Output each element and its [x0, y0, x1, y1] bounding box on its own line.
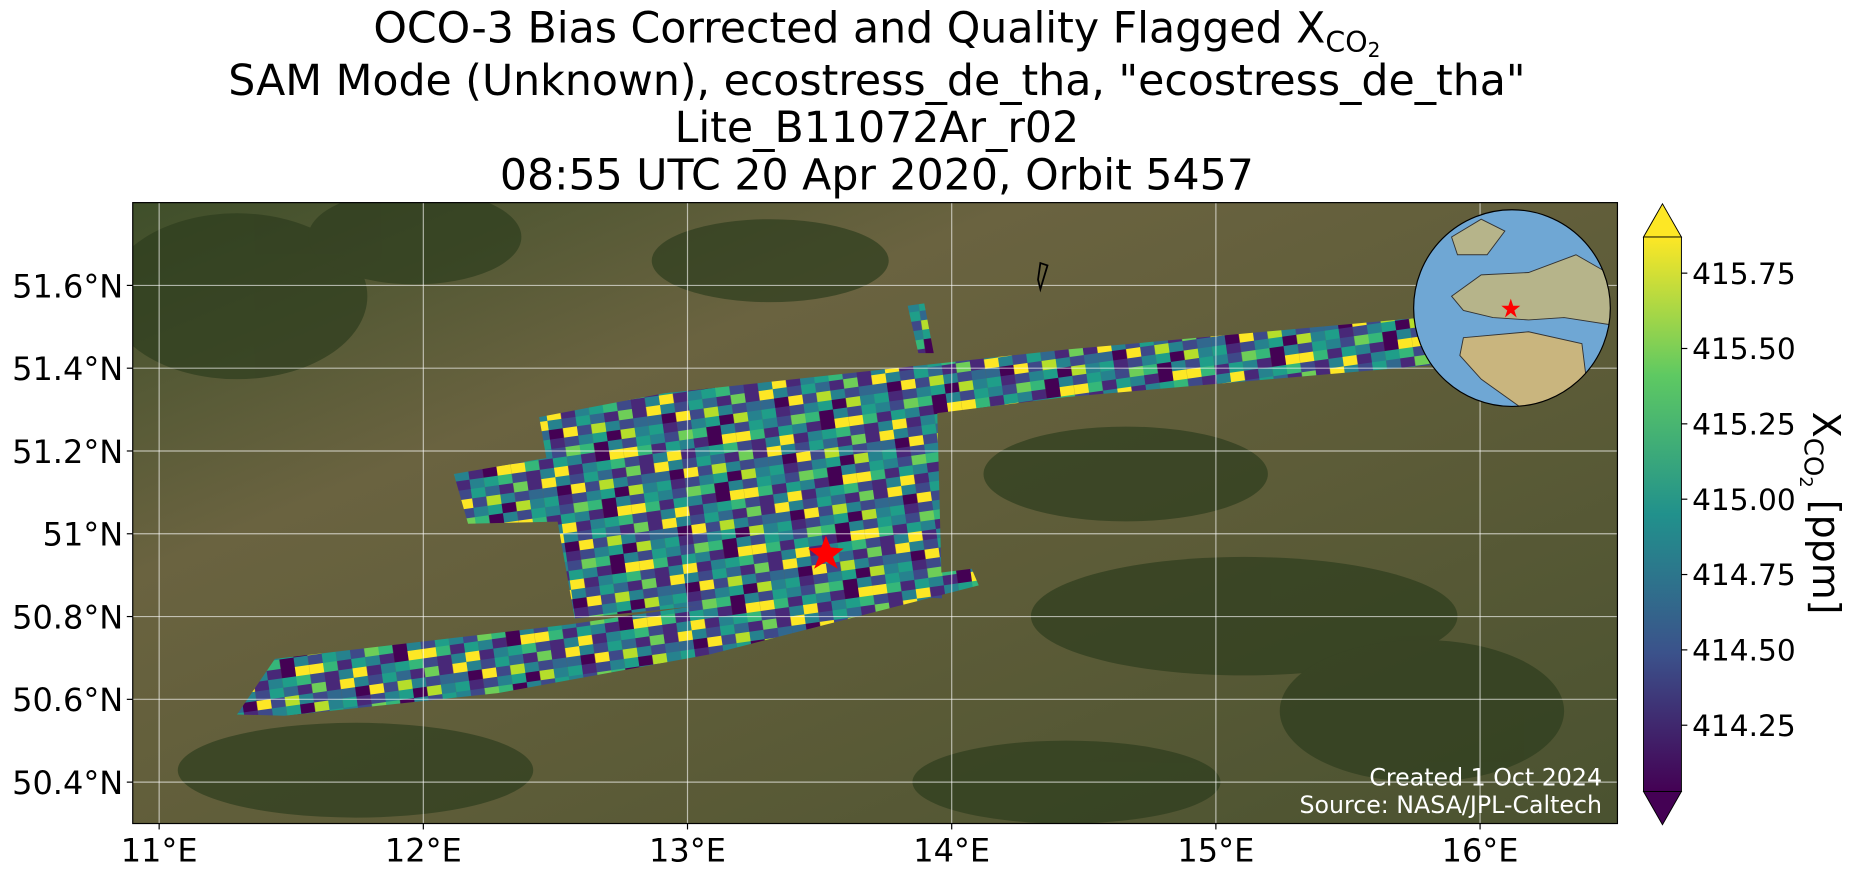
title-line: OCO-3 Bias Corrected and Quality Flagged…: [373, 4, 1380, 62]
colorbar-extend-bottom: [1642, 791, 1683, 826]
map-area: Created 1 Oct 2024 Source: NASA/JPL-Calt…: [132, 202, 1618, 824]
credit: Source: NASA/JPL-Caltech: [1299, 791, 1602, 819]
x-tick-label: 16°E: [1442, 831, 1519, 869]
colorbar-tick-label: 415.00: [1692, 483, 1796, 517]
colorbar-tick-label: 414.25: [1692, 709, 1796, 743]
x-tick-label: 11°E: [121, 831, 198, 869]
title-line: 08:55 UTC 20 Apr 2020, Orbit 5457: [500, 151, 1254, 201]
title: OCO-3 Bias Corrected and Quality Flagged…: [228, 4, 1525, 201]
colorbar-tick-label: 415.25: [1692, 408, 1796, 442]
grid: [132, 202, 1618, 824]
map-frame: [132, 202, 1619, 825]
forest-patches: [132, 202, 1565, 824]
y-tick-label: 51.4°N: [12, 350, 123, 388]
title-line: Lite_B11072Ar_r02: [675, 103, 1080, 153]
border: [1037, 261, 1049, 293]
colorbar-tick-label: 415.75: [1692, 257, 1796, 291]
x-tick-label: 14°E: [913, 831, 990, 869]
colorbar-tick-label: 414.50: [1692, 634, 1796, 668]
y-tick-label: 51.2°N: [12, 433, 123, 471]
y-tick-label: 50.8°N: [12, 598, 123, 636]
y-tick-label: 51.6°N: [12, 267, 123, 305]
colorbar: XCO2 [ppm]: [1642, 202, 1848, 826]
colorbar-extend-top: [1642, 202, 1683, 238]
x-tick-label: 13°E: [649, 831, 726, 869]
title-line: SAM Mode (Unknown), ecostress_de_tha, "e…: [228, 56, 1525, 106]
colorbar-tick-label: 415.50: [1692, 332, 1796, 366]
y-tick-label: 51°N: [43, 516, 124, 554]
colorbar-tick-label: 414.75: [1692, 558, 1796, 592]
colorbar-label: XCO2 [ppm]: [1795, 412, 1848, 615]
globe-inset: [1413, 209, 1611, 408]
y-tick-label: 50.4°N: [12, 764, 123, 802]
x-tick-label: 12°E: [385, 831, 462, 869]
credit: Created 1 Oct 2024: [1369, 764, 1602, 792]
colorbar-body: [1643, 236, 1682, 793]
x-tick-label: 15°E: [1177, 831, 1254, 869]
xco2-swath: [237, 303, 1434, 716]
y-tick-label: 50.6°N: [12, 681, 123, 719]
site-marker: [808, 535, 844, 569]
